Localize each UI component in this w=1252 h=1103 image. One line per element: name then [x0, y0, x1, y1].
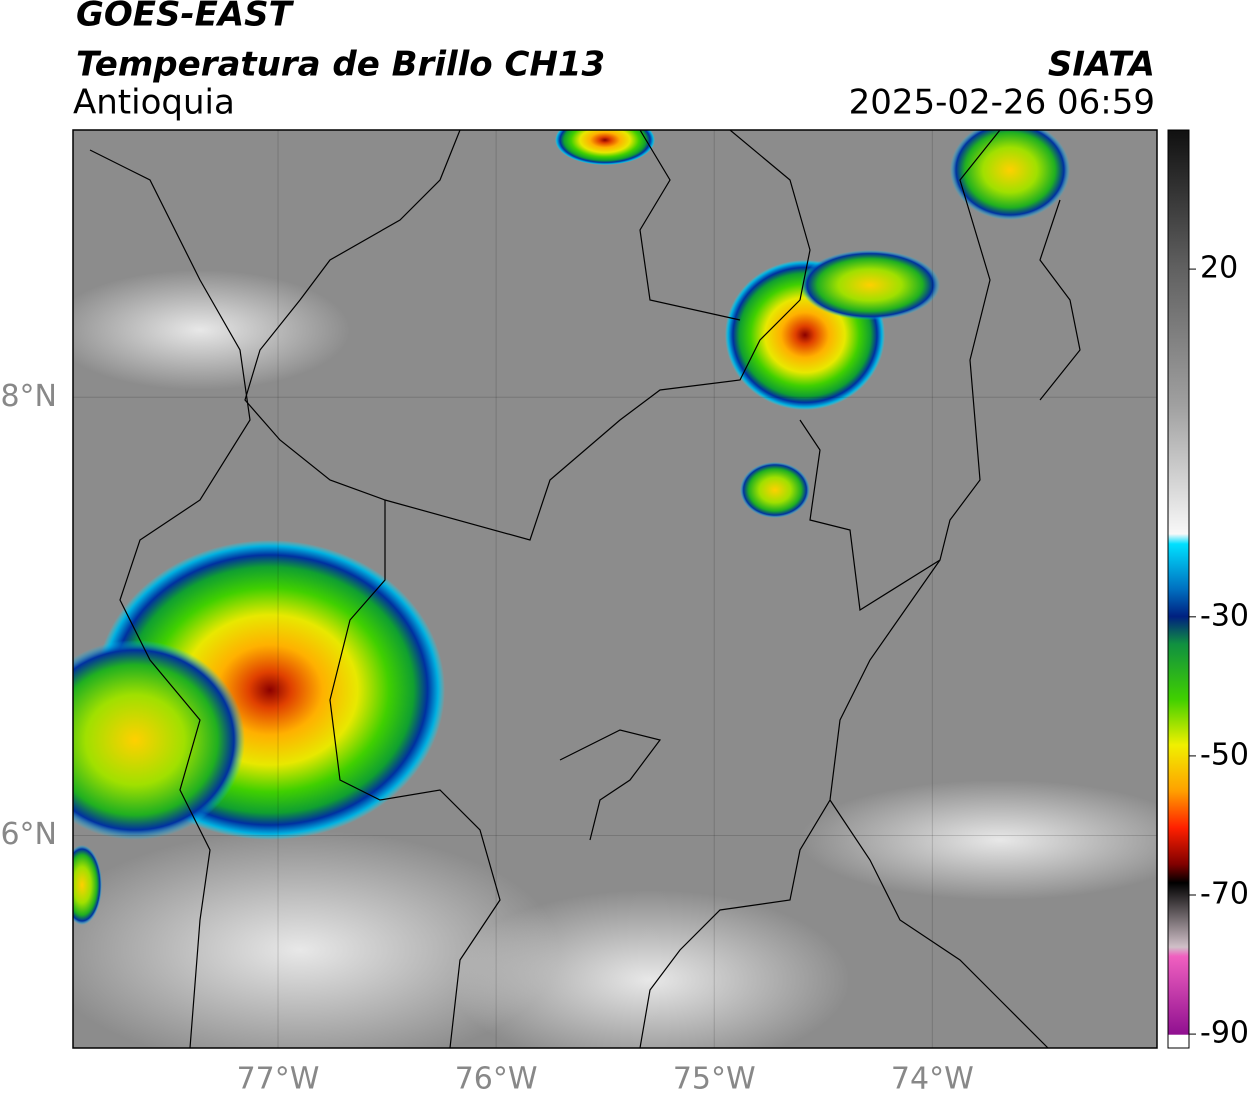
colorbar: [1167, 129, 1190, 1049]
colorbar-tick-label: -30: [1200, 598, 1249, 633]
colorbar-tick-label: -70: [1200, 877, 1249, 912]
x-tick-label: 76°W: [455, 1062, 538, 1097]
colorbar-tick-label: -90: [1200, 1016, 1249, 1051]
timestamp: 2025-02-26 06:59: [849, 83, 1155, 123]
title: GOES-EAST: [76, 0, 295, 35]
y-tick-label: 8°N: [0, 379, 57, 414]
colorbar-tick-label: -50: [1200, 737, 1249, 772]
x-tick-label: 74°W: [891, 1062, 974, 1097]
colorbar-tick-label: 20: [1200, 251, 1238, 286]
source: SIATA: [1048, 45, 1155, 85]
x-tick-label: 75°W: [673, 1062, 756, 1097]
map-frame: [72, 129, 1158, 1049]
x-tick-label: 77°W: [237, 1062, 320, 1097]
subtitle: Temperatura de Brillo CH13: [76, 45, 605, 85]
map: [73, 130, 1157, 1048]
region: Antioquia: [73, 83, 235, 123]
y-tick-label: 6°N: [0, 817, 57, 852]
